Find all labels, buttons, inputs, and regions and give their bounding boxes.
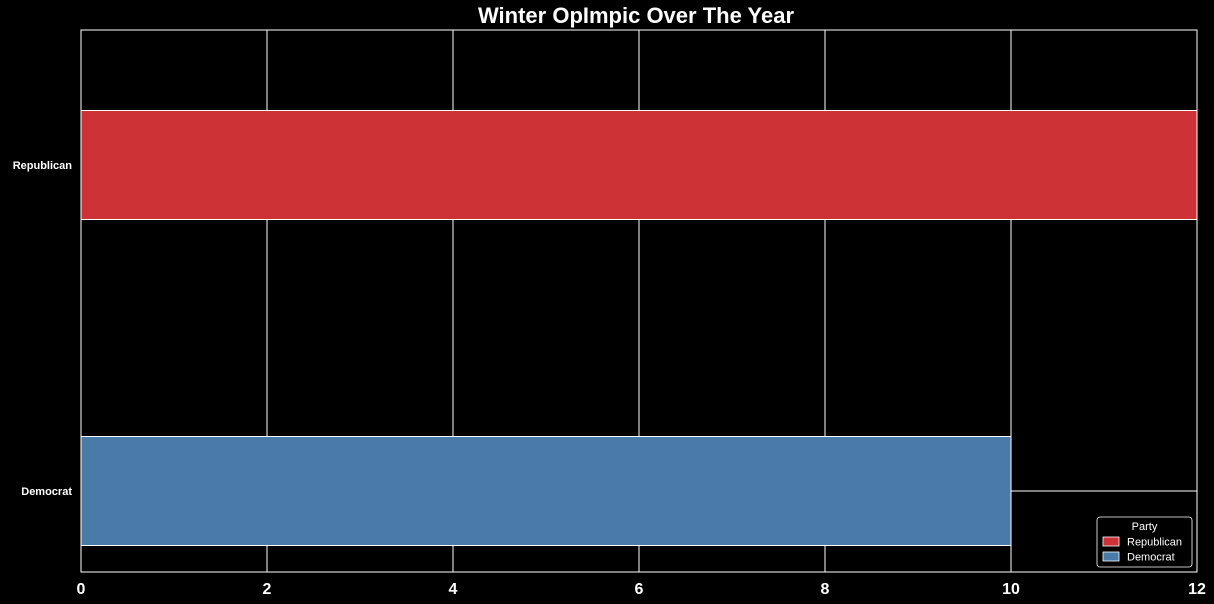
x-tick-label: 4 (449, 581, 458, 598)
y-tick-label: Democrat (21, 486, 72, 498)
legend-label: Republican (1127, 537, 1182, 549)
y-tick-label: Republican (13, 160, 73, 172)
legend-title: Party (1132, 521, 1158, 533)
y-axis-ticks: Republican Democrat (13, 160, 73, 498)
x-tick-label: 8 (821, 581, 830, 598)
legend: Party Republican Democrat (1096, 516, 1193, 568)
legend-entries: Republican Democrat (1102, 536, 1182, 564)
legend-swatch (1102, 551, 1120, 562)
legend-swatch (1102, 536, 1120, 547)
legend-frame (1096, 516, 1193, 568)
chart-title: Winter OpImpic Over The Year (478, 3, 794, 28)
bars (80, 110, 1198, 546)
plot-frame (80, 29, 1198, 573)
legend-label: Democrat (1127, 552, 1175, 564)
bar-republican (80, 110, 1198, 220)
bar-democrat (80, 436, 1012, 546)
x-axis-ticks: 0 2 4 6 8 10 12 (77, 581, 1206, 598)
x-tick-label: 6 (635, 581, 644, 598)
x-tick-label: 2 (263, 581, 272, 598)
x-tick-label: 10 (1002, 581, 1020, 598)
x-tick-label: 0 (77, 581, 86, 598)
x-tick-label: 12 (1188, 581, 1206, 598)
